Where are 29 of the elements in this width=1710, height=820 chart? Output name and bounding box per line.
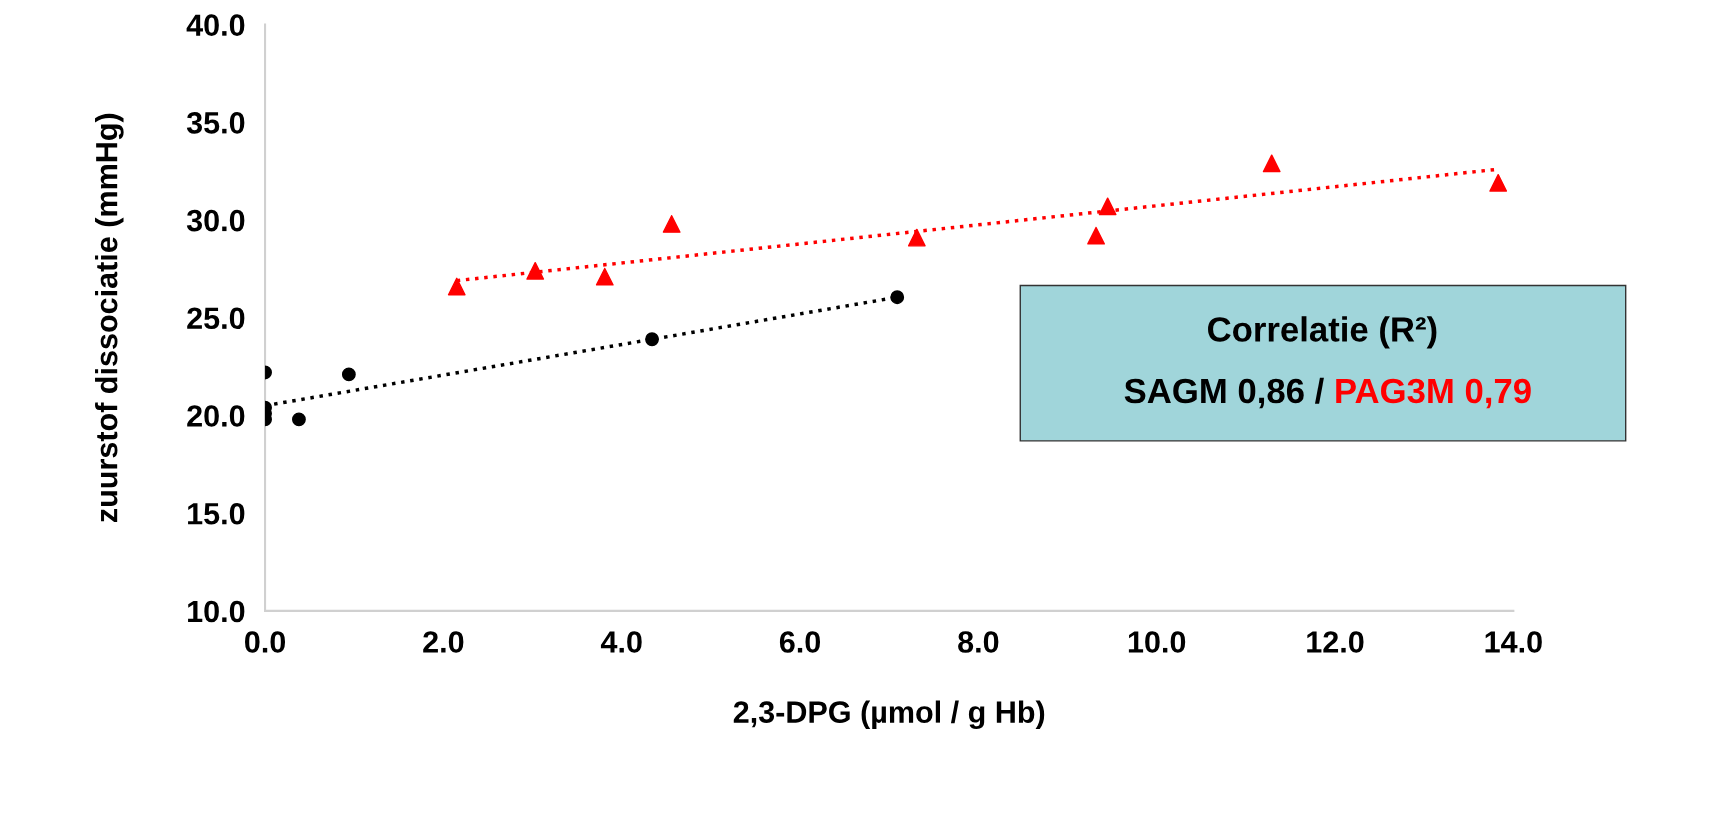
point [1489, 173, 1508, 192]
point [662, 215, 681, 233]
point [447, 277, 466, 296]
point [907, 228, 926, 247]
annotation: Correlatie (R²) [1208, 316, 1437, 349]
x-tick-label: 8.0 [958, 631, 999, 653]
point [595, 267, 614, 286]
x-tick-label: 4.0 [600, 631, 642, 653]
point [1098, 197, 1117, 216]
point [1087, 226, 1105, 245]
y-tick-label: 15.0 [188, 502, 245, 525]
x-tick-label: 0.0 [245, 631, 286, 653]
annotation: SAGM 0,86 / [1124, 377, 1324, 409]
x-tick-label: 10.0 [1128, 631, 1186, 653]
point [1262, 154, 1281, 173]
x-tick-label: 2.0 [423, 631, 464, 653]
y-axis-title: zuurstof dissociatie (mmHg) [95, 113, 124, 522]
y-tick-label: 35.0 [186, 112, 245, 134]
x-tick-label: 6.0 [779, 631, 821, 653]
y-tick-label: 30.0 [186, 209, 245, 232]
x-axis-title: 2,3-DPG (µmol / g Hb) [733, 700, 1045, 730]
y-tick-label: 40.0 [186, 14, 245, 36]
point [526, 261, 545, 280]
y-tick-label: 25.0 [187, 307, 245, 330]
x-tick-label: 12.0 [1307, 631, 1364, 653]
y-tick-label: 10.0 [188, 600, 245, 623]
annotation: PAG3M 0,79 [1336, 378, 1531, 409]
x-tick-label: 14.0 [1485, 631, 1542, 653]
y-tick-label: 20.0 [187, 405, 245, 427]
